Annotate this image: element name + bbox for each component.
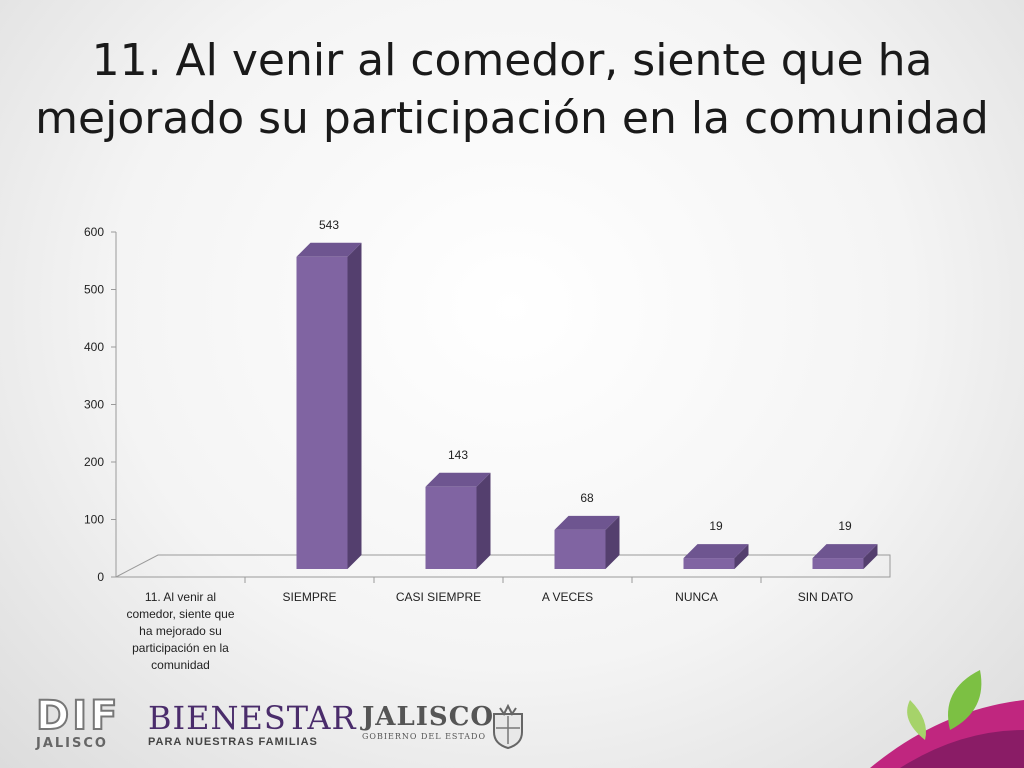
x-tick-label: SIEMPRE — [282, 590, 336, 604]
x-tick-label-line: ha mejorado su — [139, 624, 222, 638]
bienestar-logo-subtext: PARA NUESTRAS FAMILIAS — [148, 736, 318, 748]
jalisco-logo-subtext: GOBIERNO DEL ESTADO — [362, 732, 487, 741]
x-tick-label-line: comedor, siente que — [126, 607, 234, 621]
x-tick-label-line: SIEMPRE — [282, 590, 336, 604]
bar-side — [734, 544, 749, 569]
slide-title-line-1: 11. Al venir al comedor, siente que ha — [91, 35, 933, 86]
y-tick-label: 100 — [84, 513, 104, 527]
x-tick-label: CASI SIEMPRE — [396, 590, 481, 604]
bar — [554, 529, 606, 569]
data-label: 543 — [319, 218, 339, 232]
data-label: 68 — [580, 491, 594, 505]
y-tick-label: 600 — [84, 225, 104, 239]
dif-jalisco-logo: DIF JALISCO — [35, 693, 121, 751]
bar-top — [296, 242, 362, 257]
x-tick-label: NUNCA — [675, 590, 718, 604]
slide-title-line-2: mejorado su participación en la comunida… — [35, 93, 989, 144]
y-tick-label: 300 — [84, 398, 104, 412]
dif-logo-text: DIF — [35, 693, 121, 739]
y-tick-label: 200 — [84, 455, 104, 469]
x-tick-label-line: CASI SIEMPRE — [396, 590, 481, 604]
bienestar-logo: BIENESTAR PARA NUESTRAS FAMILIAS — [148, 699, 357, 755]
bar-top — [683, 544, 749, 559]
x-tick-label-line: participación en la — [132, 641, 229, 655]
bar-side — [605, 515, 620, 569]
chart-floor — [115, 554, 891, 578]
data-label: 19 — [838, 519, 852, 533]
bar-top — [554, 515, 620, 530]
bar-side — [863, 544, 878, 569]
data-label: 19 — [709, 519, 723, 533]
bar-top — [812, 544, 878, 559]
x-tick-label-line: SIN DATO — [798, 590, 854, 604]
bar — [683, 558, 735, 569]
bienestar-logo-text: BIENESTAR — [148, 699, 357, 737]
bar-side — [476, 472, 491, 569]
y-tick-label: 400 — [84, 340, 104, 354]
x-tick-label-line: 11. Al venir al — [145, 590, 216, 604]
bar — [425, 486, 477, 569]
bar — [296, 256, 348, 569]
decorative-leaves-icon — [870, 670, 1024, 768]
dif-logo-subtext: JALISCO — [36, 736, 108, 751]
data-label: 143 — [448, 448, 468, 462]
jalisco-logo-text: JALISCO — [362, 702, 495, 732]
x-tick-label: SIN DATO — [798, 590, 854, 604]
x-tick-label-line: NUNCA — [675, 590, 718, 604]
bar-top — [425, 472, 491, 487]
y-tick-label: 500 — [84, 283, 104, 297]
x-tick-label: A VECES — [542, 590, 593, 604]
slide-title: 11. Al venir al comedor, siente que ha m… — [0, 32, 1024, 148]
jalisco-seal-icon — [493, 704, 523, 750]
jalisco-logo: JALISCO GOBIERNO DEL ESTADO — [362, 702, 530, 758]
x-tick-label-line: A VECES — [542, 590, 593, 604]
bar-side — [347, 242, 362, 569]
y-tick-label: 0 — [97, 570, 104, 584]
x-tick-label: 11. Al venir al comedor, siente que ha mej… — [126, 590, 234, 672]
bar — [812, 558, 864, 569]
x-tick-label-line: comunidad — [151, 658, 210, 672]
